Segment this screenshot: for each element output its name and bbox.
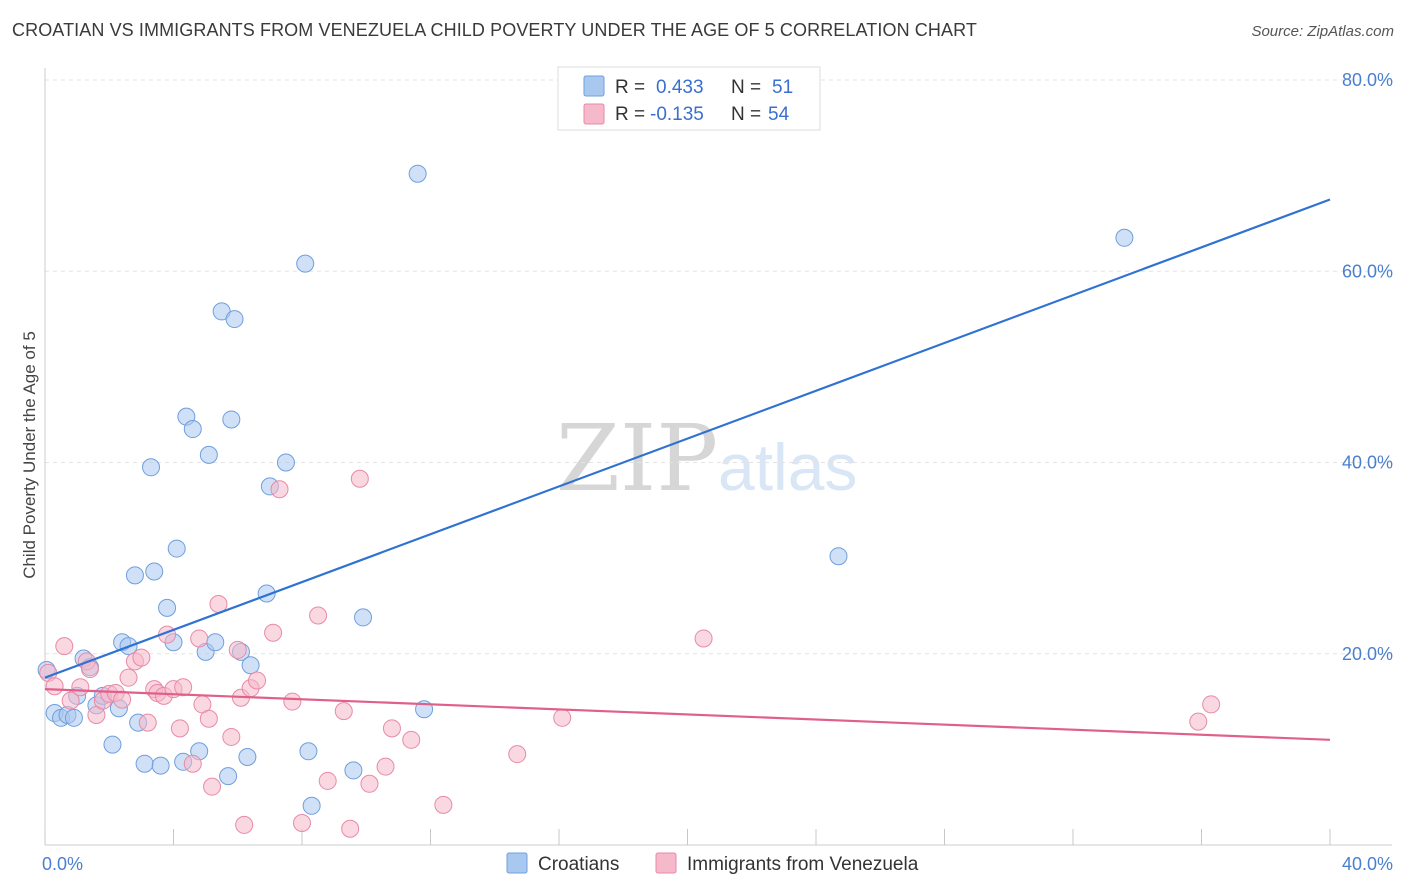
legend-r-value-1: -0.135 (650, 104, 704, 125)
x-tick-label-min: 0.0% (42, 854, 83, 874)
point-1-24 (190, 629, 209, 648)
legend-r-value-0: 0.433 (656, 77, 704, 98)
point-1-22 (174, 678, 193, 697)
point-0-48 (1115, 228, 1134, 247)
legend-bottom-label-croatians: Croatians (538, 854, 619, 875)
point-1-41 (334, 702, 353, 721)
point-1-3 (61, 691, 80, 710)
point-0-45 (408, 164, 427, 183)
x-tick-label-max: 40.0% (1342, 854, 1393, 874)
point-1-34 (248, 671, 267, 690)
trend-line-1 (44, 688, 1331, 741)
point-1-26 (199, 709, 218, 728)
point-1-2 (55, 637, 74, 656)
legend-n-value-1: 54 (768, 104, 790, 125)
legend-r-label-0: R = (615, 77, 645, 98)
chart-title: CROATIAN VS IMMIGRANTS FROM VENEZUELA CH… (12, 20, 977, 40)
legend-r-label-1: R = (615, 104, 645, 125)
point-1-48 (434, 795, 453, 814)
point-0-25 (183, 420, 202, 439)
point-1-29 (222, 727, 241, 746)
legend-n-label-1: N = (731, 104, 761, 125)
point-1-11 (113, 690, 132, 709)
point-1-38 (293, 814, 311, 833)
y-tick-label-3: 80.0% (1342, 70, 1393, 90)
point-1-35 (264, 623, 283, 642)
point-1-43 (350, 469, 369, 488)
point-1-46 (382, 719, 401, 738)
point-0-14 (125, 566, 144, 585)
point-1-32 (235, 815, 254, 834)
point-1-52 (1189, 712, 1208, 731)
legend-bottom-swatch-croatians (506, 852, 528, 874)
point-0-40 (296, 254, 315, 273)
point-1-14 (132, 648, 151, 667)
point-1-49 (508, 745, 527, 764)
point-1-45 (376, 757, 395, 776)
point-0-22 (167, 539, 186, 558)
legend-n-label-0: N = (731, 77, 761, 98)
trend-lines (44, 198, 1331, 741)
legend-top: R = 0.433 N = 51 R = -0.135 N = 54 (557, 66, 821, 131)
point-1-53 (1202, 695, 1221, 714)
y-tick-label-0: 20.0% (1342, 644, 1393, 664)
point-0-39 (276, 453, 295, 472)
point-1-12 (119, 668, 138, 687)
point-1-40 (318, 771, 337, 790)
series-venezuela-points (39, 469, 1221, 838)
point-1-44 (360, 774, 379, 793)
point-1-1 (45, 677, 64, 696)
point-0-36 (241, 656, 260, 675)
y-axis-label: Child Poverty Under the Age of 5 (20, 331, 39, 579)
legend-bottom-swatch-venezuela (655, 852, 677, 874)
point-0-33 (225, 310, 244, 329)
point-1-42 (341, 819, 360, 838)
legend-swatch-venezuela (583, 103, 605, 125)
point-0-16 (135, 754, 154, 773)
axes (44, 68, 1392, 846)
legend-bottom: Croatians Immigrants from Venezuela (506, 852, 919, 875)
point-1-23 (183, 754, 202, 773)
point-0-20 (158, 598, 177, 617)
point-0-29 (206, 633, 225, 652)
point-1-30 (228, 640, 247, 659)
point-1-27 (203, 777, 222, 796)
legend-swatch-croatians (583, 75, 605, 97)
point-0-42 (302, 796, 321, 815)
watermark: ZIP atlas (556, 405, 857, 512)
point-0-4 (64, 708, 83, 727)
point-1-50 (553, 708, 572, 727)
point-0-35 (238, 748, 257, 767)
point-1-36 (270, 480, 289, 499)
trend-line-0 (44, 198, 1331, 679)
point-0-17 (142, 458, 161, 477)
point-0-44 (354, 608, 373, 627)
point-1-4 (71, 678, 90, 697)
y-tick-label-1: 40.0% (1342, 453, 1393, 473)
legend-bottom-label-venezuela: Immigrants from Venezuela (687, 854, 919, 875)
point-0-43 (344, 761, 363, 780)
point-0-18 (145, 562, 164, 581)
point-1-39 (309, 606, 328, 625)
point-1-37 (283, 692, 302, 711)
legend-n-value-0: 51 (772, 77, 793, 98)
y-tick-labels: 20.0% 40.0% 60.0% 80.0% (1342, 70, 1393, 664)
point-1-15 (138, 713, 157, 732)
point-1-47 (402, 730, 421, 749)
point-1-21 (170, 719, 189, 738)
point-0-28 (199, 445, 218, 464)
point-0-47 (829, 547, 848, 566)
point-1-51 (694, 629, 713, 648)
point-0-32 (222, 410, 241, 429)
point-0-19 (151, 756, 170, 775)
y-tick-label-2: 60.0% (1342, 261, 1393, 281)
point-0-31 (219, 767, 238, 786)
gridlines (45, 79, 1392, 655)
watermark-atlas: atlas (718, 430, 857, 504)
source-label: Source: ZipAtlas.com (1251, 23, 1394, 40)
point-0-10 (103, 735, 122, 754)
point-0-41 (299, 742, 318, 761)
